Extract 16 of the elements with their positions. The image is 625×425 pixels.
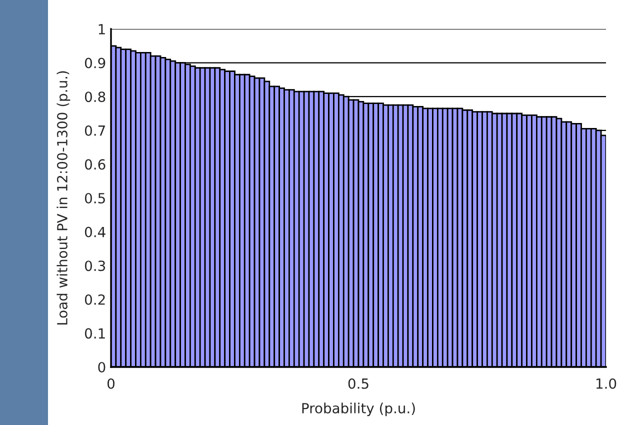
x-axis-title: Probability (p.u.) [302,402,415,416]
y-tick-label: 0.8 [84,92,106,102]
y-tick-label: 0.3 [84,260,106,272]
y-tick-label: 1 [98,24,105,34]
y-tick-label: 0.1 [84,328,105,339]
y-tick-label: 0.2 [84,294,105,305]
x-tick-label: 1.0 [596,378,616,389]
y-tick-label: 0.9 [84,58,106,68]
y-tick-label: 0.7 [84,125,105,136]
x-tick-label: 0 [107,378,114,389]
y-tick-label: 0.6 [84,159,106,170]
y-tick-label: 0.4 [84,226,106,238]
y-tick-label: 0 [98,362,106,372]
y-tick-label: 0.5 [84,192,105,204]
x-tick-label: 0.5 [348,378,368,389]
y-axis-title: Load without PV in 12:00-1300 (p.u.) [56,71,70,325]
